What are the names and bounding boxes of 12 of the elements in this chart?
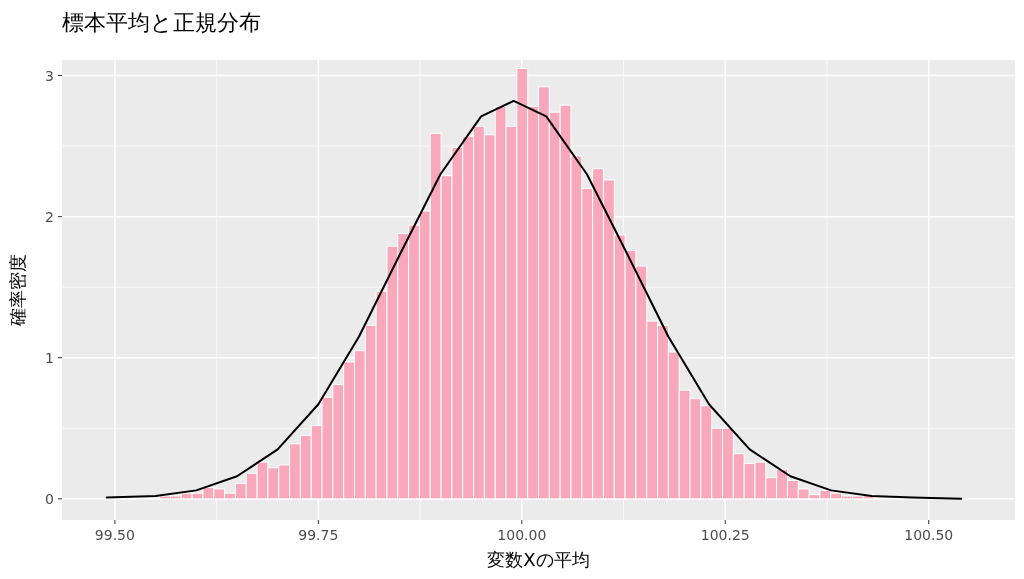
x-tick-label: 99.50 xyxy=(94,527,135,543)
y-tick-label: 3 xyxy=(45,67,54,84)
y-tick-label: 2 xyxy=(45,208,54,225)
x-tick-label: 99.75 xyxy=(298,527,339,543)
y-tick-label: 0 xyxy=(45,490,54,507)
x-tick-label: 100.00 xyxy=(497,527,547,543)
x-tick-label: 100.25 xyxy=(700,527,750,543)
x-axis-title: 変数Xの平均 xyxy=(487,549,590,570)
y-tick-label: 1 xyxy=(45,349,54,366)
chart-title: 標本平均と正規分布 xyxy=(62,10,261,35)
y-axis-title: 確率密度 xyxy=(7,254,28,327)
x-tick-label: 100.50 xyxy=(904,527,954,543)
